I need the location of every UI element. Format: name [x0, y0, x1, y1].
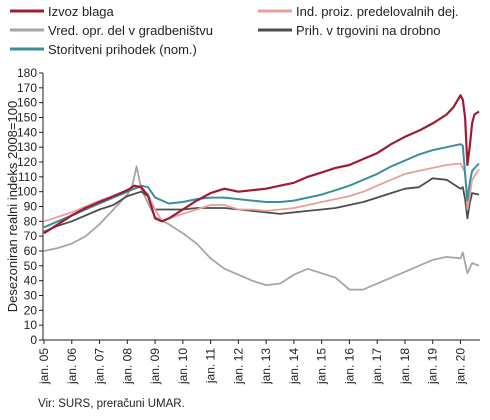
x-tick-label: jan. 18 [398, 348, 412, 385]
y-tick-label: 50 [24, 259, 38, 273]
y-tick-label: 160 [17, 96, 37, 110]
y-tick-label: 70 [24, 229, 38, 243]
x-tick-label: jan. 16 [342, 348, 356, 385]
y-tick-label: 110 [18, 170, 37, 184]
y-tick-label: 100 [17, 185, 37, 199]
y-tick-label: 120 [17, 155, 37, 169]
x-tick-label: jan. 17 [370, 348, 384, 385]
series-line [43, 94, 480, 235]
y-tick-label: 20 [24, 303, 38, 317]
y-tick-label: 40 [24, 274, 38, 288]
x-tick-label: jan. 06 [65, 348, 79, 385]
x-tick-label: jan. 14 [287, 348, 301, 385]
x-tick-label: jan. 12 [231, 348, 245, 385]
source-note: Vir: SURS, preračuni UMAR. [38, 398, 185, 410]
x-tick-label: jan. 08 [120, 348, 134, 385]
y-tick-label: 150 [17, 111, 37, 125]
chart-axes: 0102030405060708090100110120130140150160… [17, 66, 480, 385]
y-axis-label: Desezoniran realni indeks 2008=100 [5, 101, 20, 312]
x-tick-label: jan. 15 [315, 348, 329, 385]
legend-label: Storitveni prihodek (nom.) [48, 42, 197, 57]
y-tick-label: 0 [30, 333, 37, 347]
y-tick-label: 170 [17, 81, 37, 95]
chart-legend: Izvoz blaga Ind. proiz. predelovalnih dej… [10, 4, 459, 57]
y-tick-label: 80 [24, 214, 38, 228]
y-tick-label: 60 [24, 244, 38, 258]
legend-label: Vred. opr. del v gradbeništvu [48, 23, 213, 38]
x-tick-label: jan. 11 [204, 348, 218, 384]
y-tick-label: 140 [17, 125, 37, 139]
y-tick-label: 180 [17, 66, 37, 80]
legend-label: Ind. proiz. predelovalnih dej. [296, 4, 459, 19]
x-tick-label: jan. 07 [93, 348, 107, 385]
x-tick-label: jan. 20 [453, 348, 467, 385]
series-line [43, 165, 480, 291]
y-tick-label: 130 [17, 140, 37, 154]
series-line [43, 177, 480, 233]
legend-label: Prih. v trgovini na drobno [296, 23, 441, 38]
y-tick-label: 10 [24, 318, 38, 332]
x-tick-label: jan. 09 [148, 348, 162, 385]
x-tick-label: jan. 13 [259, 348, 273, 385]
y-tick-label: 90 [24, 200, 38, 214]
x-tick-label: jan. 10 [176, 348, 190, 385]
x-tick-label: jan. 19 [426, 348, 440, 385]
chart-series [43, 94, 480, 291]
y-tick-label: 30 [24, 289, 38, 303]
legend-label: Izvoz blaga [48, 4, 115, 19]
series-line [43, 143, 480, 229]
x-tick-label: jan. 05 [37, 348, 51, 385]
